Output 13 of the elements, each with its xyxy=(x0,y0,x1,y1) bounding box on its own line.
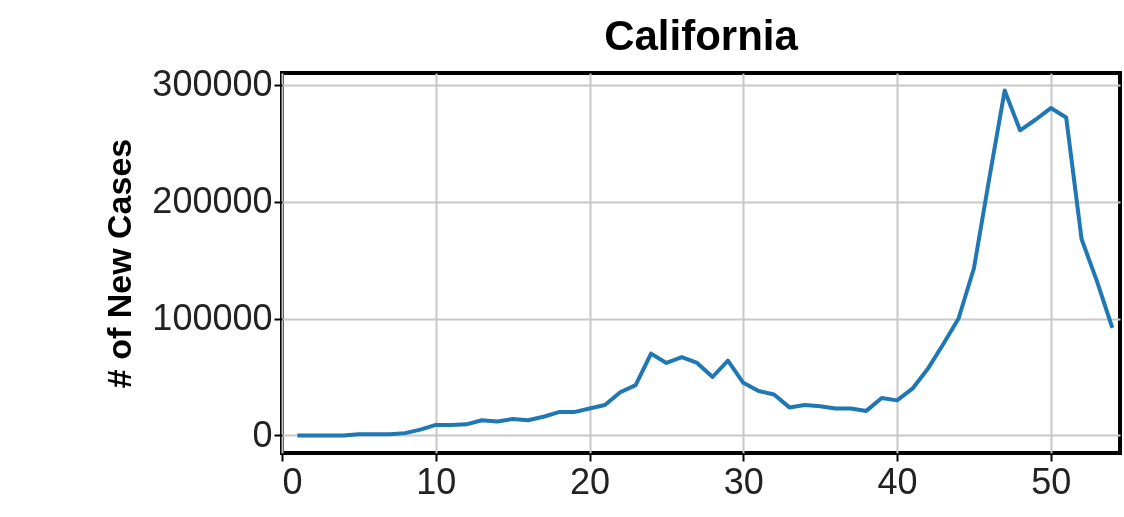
chart-title: California xyxy=(604,11,799,59)
x-tick-label: 40 xyxy=(877,460,918,502)
y-tick-label: 300000 xyxy=(152,63,273,105)
x-tick-label: 30 xyxy=(723,460,764,502)
x-tick-label: 50 xyxy=(1031,460,1072,502)
x-tick-label: 20 xyxy=(570,460,611,502)
line-series xyxy=(295,88,1115,438)
y-tick-label: 200000 xyxy=(152,180,273,222)
y-tick-label: 100000 xyxy=(152,297,273,339)
y-axis-title: # of New Cases xyxy=(100,138,139,389)
x-tick-label: 10 xyxy=(416,460,457,502)
y-tick-label: 0 xyxy=(252,413,273,455)
x-tick-label: 0 xyxy=(282,460,303,502)
